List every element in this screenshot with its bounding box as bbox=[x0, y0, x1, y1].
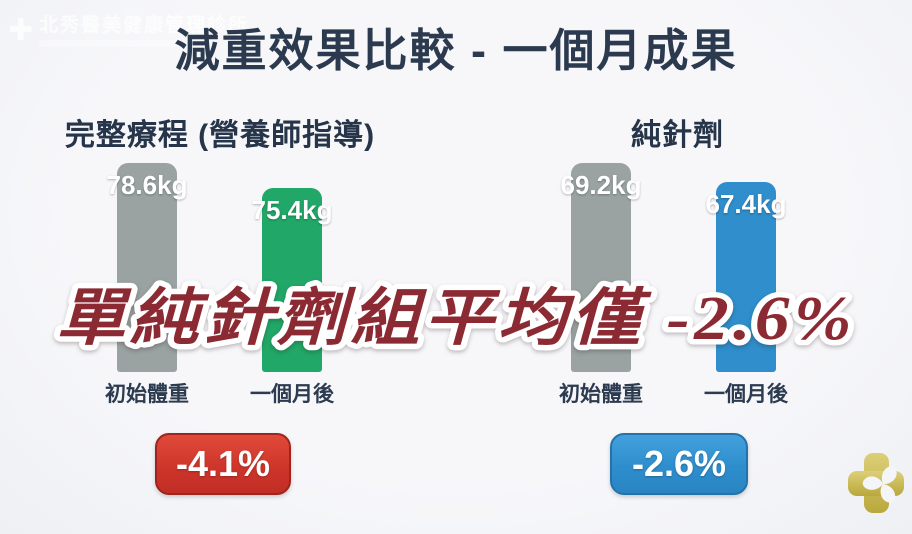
axis-label-month-right: 一個月後 bbox=[704, 383, 788, 406]
group-header-injection-only: 純針劑 bbox=[631, 119, 724, 152]
clinic-name: 北秀醫美健康管理診所 bbox=[39, 15, 250, 36]
bar-initial-weight-left: 78.6kg bbox=[107, 163, 187, 372]
axis-label-initial-right: 初始體重 bbox=[559, 383, 643, 406]
bar-value-label: 75.4kg bbox=[251, 195, 333, 225]
change-badge-injection-only: -2.6% bbox=[610, 433, 748, 495]
group-header-full-program: 完整療程 (營養師指導) bbox=[64, 119, 376, 152]
bar-initial-weight-right: 69.2kg bbox=[561, 163, 641, 372]
axis-label-month-left: 一個月後 bbox=[250, 383, 334, 406]
bar-value-label: 69.2kg bbox=[560, 170, 642, 200]
change-badge-full-program: -4.1% bbox=[155, 433, 291, 495]
overlay-headline: 單純針劑組平均僅 -2.6% bbox=[51, 280, 858, 359]
clinic-watermark-text: 北秀醫美健康管理診所 bbox=[39, 14, 249, 47]
clover-cross-logo-icon bbox=[848, 453, 904, 513]
clinic-watermark: ✚ 北秀醫美健康管理診所 bbox=[8, 14, 249, 48]
bar-value-label: 78.6kg bbox=[106, 170, 188, 200]
page-title: 減重效果比較 - 一個月成果 bbox=[174, 25, 738, 76]
axis-label-initial-left: 初始體重 bbox=[105, 383, 189, 406]
medical-cross-icon: ✚ bbox=[8, 14, 34, 47]
bar-one-month-right: 67.4kg bbox=[706, 182, 786, 372]
clinic-subline-decoration bbox=[39, 40, 190, 47]
bar-value-label: 67.4kg bbox=[705, 189, 787, 219]
overlay-headline-text: 單純針劑組平均僅 -2.6% bbox=[56, 285, 856, 353]
bar-one-month-left: 75.4kg bbox=[252, 188, 332, 372]
